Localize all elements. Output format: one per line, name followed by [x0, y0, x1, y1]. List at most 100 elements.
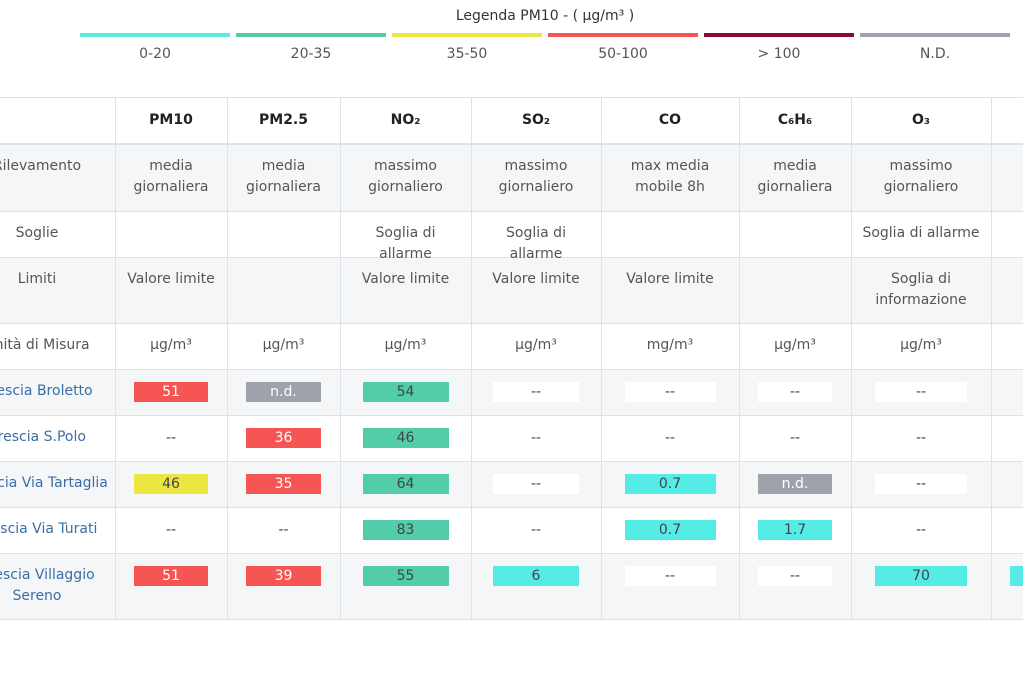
- value-cell: 0.7: [624, 520, 716, 540]
- row-line: [0, 461, 1023, 462]
- column-header: NO₂: [390, 112, 421, 128]
- info-cell: µg/m³: [774, 337, 816, 353]
- info-cell: Valore limite: [492, 271, 580, 287]
- legend-swatch: [704, 33, 854, 37]
- info-cell: µg/m³: [384, 337, 427, 353]
- legend-label: N.D.: [919, 46, 951, 62]
- value-cell: --: [493, 428, 579, 448]
- column-line: [851, 97, 852, 619]
- row-line: [0, 553, 1023, 554]
- info-cell: Soglia di allarme: [375, 225, 436, 262]
- row-label: Limiti: [17, 271, 57, 287]
- legend-swatch: [80, 33, 230, 37]
- value-cell: 1.7: [758, 520, 832, 540]
- row-label: Unità di Misura: [0, 337, 90, 353]
- station-name[interactable]: Brescia Via Turati: [0, 521, 98, 537]
- column-line: [471, 97, 472, 619]
- station-name[interactable]: Brescia Via Tartaglia: [0, 475, 108, 491]
- value-cell: 83: [362, 520, 449, 540]
- row-label: Rilevamento: [0, 158, 82, 174]
- row-line: [0, 143, 1023, 145]
- value-cell: 0.7: [624, 474, 716, 494]
- info-cell: media giornaliera: [757, 158, 833, 195]
- value-cell: --: [493, 520, 579, 540]
- legend-label: 20-35: [290, 46, 332, 62]
- value-cell: --: [493, 382, 579, 402]
- legend-swatch: [548, 33, 698, 37]
- column-line: [340, 97, 341, 619]
- value-cell: 46: [362, 428, 449, 448]
- station-name[interactable]: Brescia S.Polo: [0, 429, 86, 445]
- info-cell: massimo giornaliero: [883, 158, 959, 195]
- column-line: [601, 97, 602, 619]
- value-cell: --: [624, 428, 716, 448]
- info-cell: media giornaliera: [133, 158, 209, 195]
- value-cell: 64: [362, 474, 449, 494]
- value-cell: --: [624, 566, 716, 586]
- value-cell: 39: [246, 566, 321, 586]
- legend-swatch: [392, 33, 542, 37]
- legend-title: Legenda PM10 - ( µg/m³ ): [455, 8, 635, 24]
- info-cell: mg/m³: [646, 337, 694, 353]
- value-cell: --: [758, 566, 832, 586]
- info-cell: Valore limite: [361, 271, 450, 287]
- info-cell: media giornaliera: [245, 158, 322, 195]
- value-cell: [1010, 566, 1023, 586]
- value-cell: --: [134, 428, 208, 448]
- value-cell: --: [134, 520, 208, 540]
- info-cell: µg/m³: [900, 337, 942, 353]
- column-header: O₃: [911, 112, 931, 128]
- value-cell: --: [875, 382, 967, 402]
- legend-swatch: [236, 33, 386, 37]
- column-line: [115, 97, 116, 619]
- info-cell: massimo giornaliero: [368, 158, 443, 195]
- value-cell: 55: [362, 566, 449, 586]
- value-cell: n.d.: [758, 474, 832, 494]
- legend-label: > 100: [757, 46, 801, 62]
- row-background: [0, 553, 1023, 619]
- row-background: [0, 144, 1023, 211]
- value-cell: 35: [246, 474, 321, 494]
- value-cell: 54: [362, 382, 449, 402]
- row-line: [0, 369, 1023, 370]
- column-header: PM10: [149, 112, 193, 128]
- value-cell: --: [758, 382, 832, 402]
- row-line: [0, 97, 1023, 98]
- column-header: C₆H₆: [777, 112, 813, 128]
- info-cell: µg/m³: [515, 337, 557, 353]
- info-cell: Valore limite: [127, 271, 215, 287]
- row-label: Soglie: [15, 225, 59, 241]
- legend-label: 0-20: [139, 46, 171, 62]
- value-cell: 51: [134, 382, 208, 402]
- legend-label: 50-100: [598, 46, 648, 62]
- station-name[interactable]: Brescia Villaggio Sereno: [0, 567, 95, 604]
- value-cell: 36: [246, 428, 321, 448]
- row-background: [0, 257, 1023, 323]
- value-cell: 6: [493, 566, 579, 586]
- value-cell: --: [875, 520, 967, 540]
- info-cell: max media mobile 8h: [630, 158, 710, 195]
- info-cell: ma: [993, 156, 1023, 177]
- info-cell: Soglia di allarme: [862, 225, 980, 241]
- row-line: [0, 415, 1023, 416]
- row-line: [0, 619, 1023, 620]
- info-cell: Soglia di allarme: [506, 225, 566, 262]
- value-cell: --: [875, 428, 967, 448]
- station-name[interactable]: Brescia Broletto: [0, 383, 93, 399]
- row-line: [0, 507, 1023, 508]
- info-cell: Soglia di informazione: [875, 271, 967, 308]
- info-cell: Valore limite: [626, 271, 714, 287]
- legend-label: 35-50: [446, 46, 488, 62]
- value-cell: --: [875, 474, 967, 494]
- column-header: SO₂: [521, 112, 551, 128]
- row-line: [0, 211, 1023, 212]
- info-cell: µg/m³: [150, 337, 192, 353]
- row-line: [0, 323, 1023, 324]
- column-line: [991, 97, 992, 619]
- value-cell: 46: [134, 474, 208, 494]
- info-cell: µg/m³: [262, 337, 305, 353]
- column-header: PM2.5: [259, 112, 308, 128]
- value-cell: --: [493, 474, 579, 494]
- info-cell: Va: [993, 269, 1023, 290]
